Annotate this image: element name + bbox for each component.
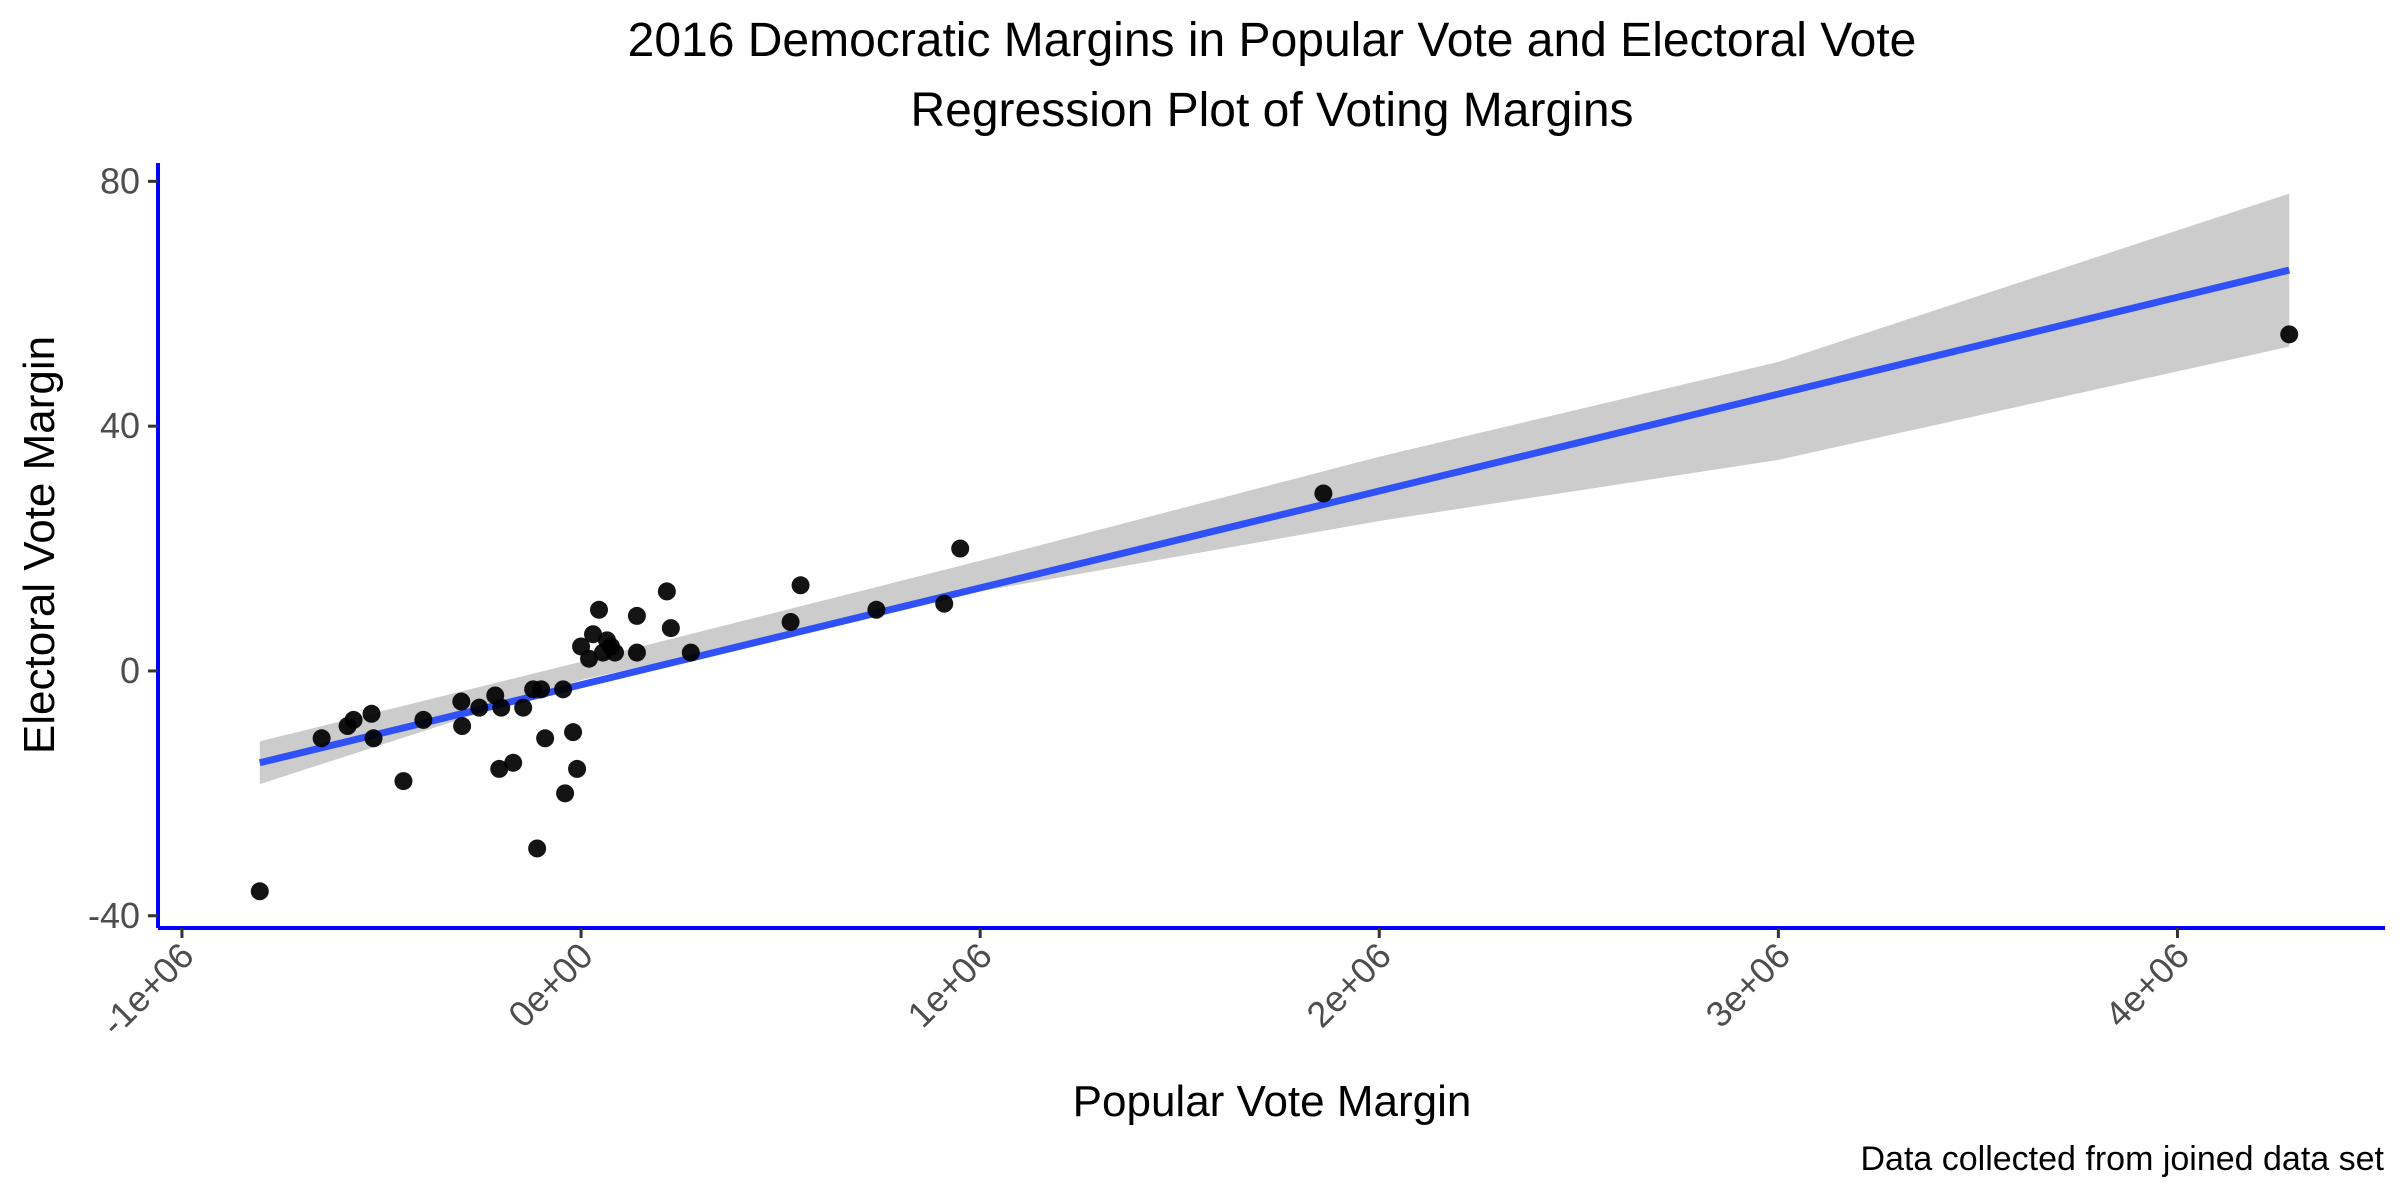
data-point <box>580 649 599 668</box>
data-point <box>1314 484 1333 503</box>
data-point <box>514 698 533 717</box>
data-point <box>935 594 954 613</box>
data-point <box>453 717 472 736</box>
data-point <box>584 625 603 644</box>
data-point <box>504 753 523 772</box>
data-point <box>490 759 509 778</box>
data-point <box>605 643 624 662</box>
data-point <box>951 539 970 558</box>
y-tick-label: -40 <box>88 895 140 936</box>
x-tick-label: 2e+06 <box>1298 935 1398 1035</box>
x-tick-label: 4e+06 <box>2097 935 2197 1035</box>
regression-line <box>258 266 2291 767</box>
x-tick-label: -1e+06 <box>93 935 202 1044</box>
data-point <box>362 704 381 723</box>
data-point <box>394 772 413 791</box>
y-tick-label: 40 <box>100 405 140 446</box>
y-tick-label: 0 <box>120 650 140 691</box>
x-tick-label: 3e+06 <box>1698 935 1798 1035</box>
data-point <box>791 576 810 595</box>
data-point <box>470 698 489 717</box>
data-point <box>364 729 383 748</box>
data-point <box>492 698 511 717</box>
data-point <box>554 680 573 699</box>
data-point <box>568 759 587 778</box>
data-point <box>556 784 575 803</box>
x-tick-label: 0e+00 <box>500 935 600 1035</box>
data-point <box>627 606 646 625</box>
data-point <box>564 723 583 742</box>
data-point <box>2280 325 2299 344</box>
chart-caption: Data collected from joined data set <box>1860 1140 2384 1178</box>
data-point <box>312 729 331 748</box>
data-point <box>657 582 676 601</box>
data-point <box>661 619 680 638</box>
data-point <box>344 710 363 729</box>
regression-line-layer <box>258 266 2291 767</box>
data-point <box>414 710 433 729</box>
data-point <box>590 600 609 619</box>
data-point <box>867 600 886 619</box>
y-axis-ticks: -40 0 40 80 <box>88 160 158 936</box>
chart-title: 2016 Democratic Margins in Popular Vote … <box>628 14 1917 67</box>
data-point <box>627 643 646 662</box>
points-layer <box>250 325 2299 901</box>
data-point <box>681 643 700 662</box>
plot-area <box>250 193 2299 901</box>
data-point <box>532 680 551 699</box>
data-point <box>781 613 800 631</box>
y-axis-title: Electoral Vote Margin <box>15 336 64 754</box>
x-tick-label: 1e+06 <box>899 935 999 1035</box>
chart-subtitle: Regression Plot of Voting Margins <box>910 84 1633 137</box>
data-point <box>536 729 555 748</box>
y-tick-label: 80 <box>100 160 140 201</box>
data-point <box>250 882 269 901</box>
data-point <box>452 692 471 711</box>
x-axis-title: Popular Vote Margin <box>1073 1077 1472 1126</box>
x-axis-ticks: -1e+06 0e+00 1e+06 2e+06 3e+06 4e+06 <box>93 928 2197 1044</box>
data-point <box>528 839 547 858</box>
